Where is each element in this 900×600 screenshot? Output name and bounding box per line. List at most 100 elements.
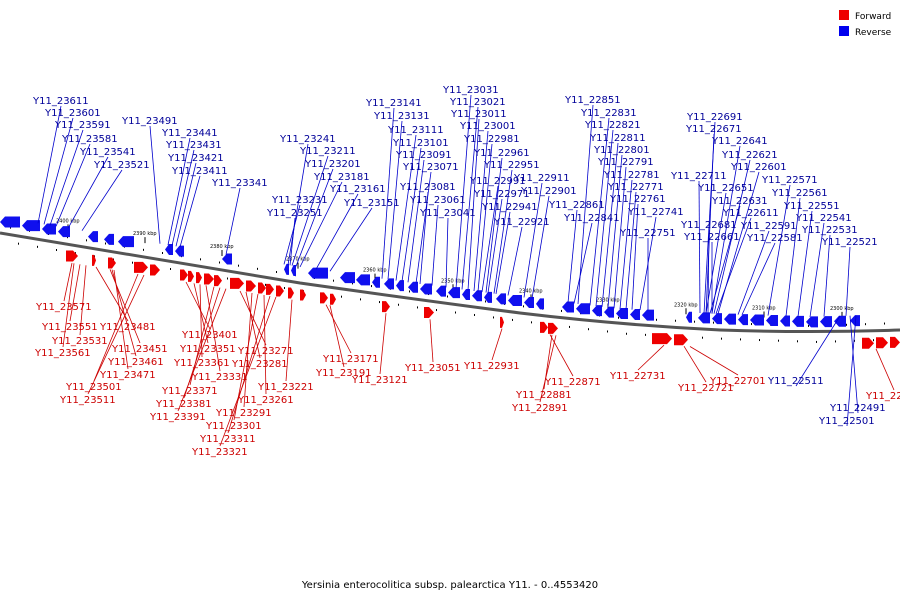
reverse-gene-label[interactable]: Y11_22671 <box>685 124 742 135</box>
reverse-gene-label[interactable]: Y11_22581 <box>746 233 803 244</box>
reverse-gene-arrow[interactable] <box>524 296 534 308</box>
forward-gene-label[interactable]: Y11_23511 <box>59 395 116 406</box>
reverse-gene-arrow[interactable] <box>484 291 492 303</box>
forward-gene-label[interactable]: Y11_23361 <box>173 358 230 369</box>
reverse-gene-label[interactable]: Y11_23581 <box>61 134 118 145</box>
forward-gene-arrow[interactable] <box>230 277 244 289</box>
forward-gene-label[interactable]: Y11_23381 <box>155 399 212 410</box>
reverse-gene-arrow[interactable] <box>22 220 40 232</box>
forward-gene-label[interactable]: Y11_22891 <box>511 403 568 414</box>
reverse-gene-label[interactable]: Y11_23591 <box>54 120 111 131</box>
reverse-gene-label[interactable]: Y11_23071 <box>402 162 459 173</box>
reverse-gene-arrow[interactable] <box>616 308 628 320</box>
forward-gene-arrow[interactable] <box>548 322 558 334</box>
reverse-gene-arrow[interactable] <box>604 306 614 318</box>
forward-gene-arrow[interactable] <box>134 261 148 273</box>
reverse-gene-label[interactable]: Y11_22681 <box>680 220 737 231</box>
reverse-gene-label[interactable]: Y11_23241 <box>279 134 336 145</box>
forward-gene-label[interactable]: Y11_23471 <box>99 370 156 381</box>
reverse-gene-arrow[interactable] <box>698 312 710 324</box>
reverse-gene-arrow[interactable] <box>576 303 590 315</box>
reverse-gene-label[interactable]: Y11_22711 <box>670 171 727 182</box>
reverse-gene-label[interactable]: Y11_22941 <box>481 202 538 213</box>
forward-gene-label[interactable]: Y11_22701 <box>709 376 766 387</box>
reverse-gene-arrow[interactable] <box>462 288 470 300</box>
reverse-gene-arrow[interactable] <box>384 278 394 290</box>
reverse-gene-arrow[interactable] <box>175 245 184 257</box>
reverse-gene-arrow[interactable] <box>738 314 748 326</box>
reverse-gene-label[interactable]: Y11_23181 <box>313 172 370 183</box>
forward-gene-label[interactable]: Y11_23291 <box>215 408 272 419</box>
forward-gene-label[interactable]: Y11_23311 <box>199 434 256 445</box>
reverse-gene-arrow[interactable] <box>396 280 404 292</box>
forward-gene-label[interactable]: Y11_23461 <box>107 357 164 368</box>
reverse-gene-label[interactable]: Y11_22771 <box>607 182 664 193</box>
reverse-gene-label[interactable]: Y11_22561 <box>771 188 828 199</box>
forward-gene-label[interactable]: Y11_22931 <box>463 361 520 372</box>
forward-gene-label[interactable]: Y11_23281 <box>231 359 288 370</box>
reverse-gene-arrow[interactable] <box>536 298 544 310</box>
reverse-gene-label[interactable]: Y11_23521 <box>93 160 150 171</box>
reverse-gene-label[interactable]: Y11_22851 <box>564 95 621 106</box>
reverse-gene-arrow[interactable] <box>291 265 296 276</box>
forward-gene-arrow[interactable] <box>382 301 390 313</box>
reverse-gene-arrow[interactable] <box>356 274 370 286</box>
forward-gene-arrow[interactable] <box>108 257 116 269</box>
reverse-gene-arrow[interactable] <box>308 267 328 279</box>
forward-gene-arrow[interactable] <box>92 254 96 266</box>
forward-gene-arrow[interactable] <box>424 307 434 319</box>
forward-gene-label[interactable]: Y11_23531 <box>51 336 108 347</box>
reverse-gene-arrow[interactable] <box>630 309 640 320</box>
forward-gene-arrow[interactable] <box>214 275 222 287</box>
reverse-gene-label[interactable]: Y11_23101 <box>392 138 449 149</box>
reverse-gene-label[interactable]: Y11_23011 <box>450 109 507 120</box>
forward-gene-arrow[interactable] <box>288 287 294 299</box>
reverse-gene-arrow[interactable] <box>592 305 602 317</box>
forward-gene-label[interactable]: Y11_23451 <box>111 344 168 355</box>
forward-gene-arrow[interactable] <box>300 289 306 301</box>
reverse-gene-label[interactable]: Y11_22801 <box>593 145 650 156</box>
reverse-gene-label[interactable]: Y11_22641 <box>711 136 768 147</box>
reverse-gene-label[interactable]: Y11_22991 <box>469 176 526 187</box>
reverse-gene-label[interactable]: Y11_22521 <box>821 237 878 248</box>
reverse-gene-arrow[interactable] <box>766 315 778 327</box>
reverse-gene-label[interactable]: Y11_23041 <box>419 208 476 219</box>
forward-gene-arrow[interactable] <box>246 280 256 292</box>
reverse-gene-arrow[interactable] <box>642 309 654 321</box>
reverse-gene-arrow[interactable] <box>448 287 460 299</box>
forward-gene-label[interactable]: Y11_23481 <box>99 322 156 333</box>
forward-gene-arrow[interactable] <box>180 269 188 281</box>
reverse-gene-label[interactable]: Y11_23431 <box>165 140 222 151</box>
reverse-gene-label[interactable]: Y11_23131 <box>373 111 430 122</box>
forward-gene-label[interactable]: Y11_23261 <box>237 395 294 406</box>
reverse-gene-arrow[interactable] <box>420 283 432 295</box>
forward-gene-arrow[interactable] <box>188 270 194 282</box>
forward-gene-arrow[interactable] <box>540 321 548 333</box>
forward-gene-label[interactable]: Y11_23301 <box>205 421 262 432</box>
forward-gene-label[interactable]: Y11_23221 <box>257 382 314 393</box>
forward-gene-arrow[interactable] <box>674 334 688 346</box>
forward-gene-arrow[interactable] <box>320 292 328 304</box>
forward-gene-label[interactable]: Y11_23321 <box>191 447 248 458</box>
forward-gene-arrow[interactable] <box>150 264 160 276</box>
forward-gene-label[interactable]: Y11_22881 <box>515 390 572 401</box>
reverse-gene-arrow[interactable] <box>850 315 860 327</box>
reverse-gene-label[interactable]: Y11_23081 <box>399 182 456 193</box>
reverse-gene-arrow[interactable] <box>806 316 818 328</box>
forward-gene-arrow[interactable] <box>500 316 504 328</box>
forward-gene-arrow[interactable] <box>890 336 900 348</box>
reverse-gene-label[interactable]: Y11_22981 <box>463 134 520 145</box>
reverse-gene-arrow[interactable] <box>834 315 846 327</box>
reverse-gene-arrow[interactable] <box>165 244 173 255</box>
reverse-gene-label[interactable]: Y11_22961 <box>473 148 530 159</box>
reverse-gene-arrow[interactable] <box>496 293 506 305</box>
reverse-gene-arrow[interactable] <box>508 294 522 306</box>
forward-gene-arrow[interactable] <box>258 282 266 294</box>
forward-gene-label[interactable]: Y11_23561 <box>34 348 91 359</box>
reverse-gene-label[interactable]: Y11_23201 <box>304 159 361 170</box>
reverse-gene-arrow[interactable] <box>820 316 832 328</box>
forward-gene-arrow[interactable] <box>204 273 214 285</box>
reverse-gene-arrow[interactable] <box>372 276 380 288</box>
forward-gene-label[interactable]: Y11_23121 <box>351 375 408 386</box>
reverse-gene-label[interactable]: Y11_23031 <box>442 85 499 96</box>
